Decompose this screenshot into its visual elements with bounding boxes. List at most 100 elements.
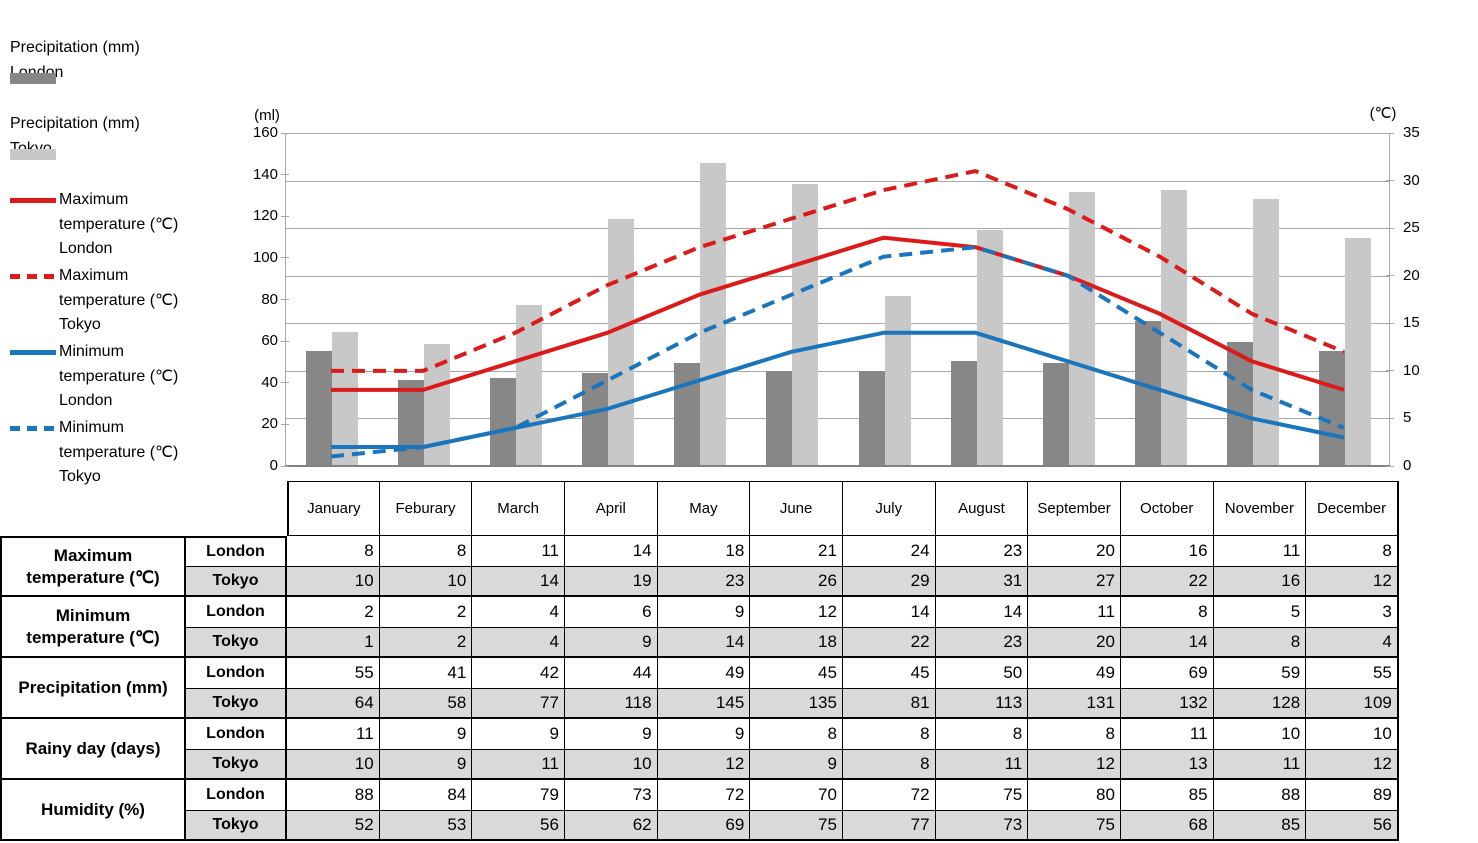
value-cell: 9 bbox=[564, 719, 658, 750]
value-cell: 14 bbox=[842, 597, 936, 628]
line-maximum-temperature-tokyo bbox=[331, 169, 1345, 373]
value-cell: 14 bbox=[564, 536, 658, 567]
legend-label-min-temp-london: Minimum temperature (℃) London bbox=[59, 343, 179, 409]
right-axis-tick bbox=[1386, 180, 1394, 182]
max-temp-london-swatch-icon bbox=[10, 198, 56, 203]
value-cell: 1 bbox=[287, 627, 380, 658]
right-axis-label: 30 bbox=[1403, 171, 1420, 189]
gridline bbox=[285, 418, 1390, 420]
value-cell: 8 bbox=[1120, 597, 1214, 628]
value-cell: 73 bbox=[935, 810, 1029, 841]
value-cell: 11 bbox=[1213, 749, 1307, 780]
legend-item-max-temp-london: Maximum temperature (℃) London bbox=[10, 188, 240, 262]
value-cell: 88 bbox=[287, 780, 380, 811]
city-label-london: London bbox=[186, 719, 287, 750]
value-cell: 77 bbox=[472, 688, 565, 719]
month-header-june: June bbox=[750, 481, 843, 536]
value-cell: 8 bbox=[287, 536, 380, 567]
value-cell: 22 bbox=[1120, 566, 1214, 597]
value-cell: 109 bbox=[1306, 688, 1399, 719]
left-axis-label: 140 bbox=[252, 165, 278, 183]
value-cell: 69 bbox=[657, 810, 751, 841]
row-group-label: Minimum temperature (℃) bbox=[0, 597, 186, 658]
left-axis-title: (ml) bbox=[254, 107, 280, 124]
value-cell: 52 bbox=[287, 810, 380, 841]
plot-area bbox=[281, 132, 1394, 467]
value-cell: 16 bbox=[1120, 536, 1214, 567]
value-cell: 42 bbox=[472, 658, 565, 689]
legend-label-max-temp-tokyo: Maximum temperature (℃) Tokyo bbox=[59, 267, 179, 333]
value-cell: 56 bbox=[1306, 810, 1399, 841]
value-cell: 8 bbox=[935, 719, 1029, 750]
gridline bbox=[285, 180, 1390, 182]
right-axis-label: 15 bbox=[1403, 314, 1420, 332]
legend-label-min-temp-tokyo: Minimum temperature (℃) Tokyo bbox=[59, 419, 179, 485]
value-cell: 9 bbox=[379, 719, 473, 750]
line-minimum-temperature-london bbox=[331, 330, 1345, 449]
max-temp-tokyo-swatch-icon bbox=[10, 274, 56, 279]
value-cell: 10 bbox=[564, 749, 658, 780]
right-axis-label: 35 bbox=[1403, 124, 1420, 141]
value-cell: 20 bbox=[1028, 627, 1121, 658]
value-cell: 26 bbox=[750, 566, 843, 597]
bar-london-august bbox=[950, 360, 977, 465]
value-cell: 2 bbox=[379, 627, 473, 658]
value-cell: 80 bbox=[1028, 780, 1121, 811]
left-axis-label: 0 bbox=[269, 457, 278, 474]
value-cell: 14 bbox=[657, 627, 751, 658]
row-group-label: Maximum temperature (℃) bbox=[0, 536, 186, 597]
value-cell: 75 bbox=[1028, 810, 1121, 841]
value-cell: 9 bbox=[379, 749, 473, 780]
value-cell: 11 bbox=[1028, 597, 1121, 628]
left-axis-label: 80 bbox=[261, 290, 278, 308]
value-cell: 131 bbox=[1028, 688, 1121, 719]
value-cell: 84 bbox=[379, 780, 473, 811]
value-cell: 85 bbox=[1120, 780, 1214, 811]
bar-tokyo-august bbox=[976, 229, 1003, 465]
value-cell: 55 bbox=[1306, 658, 1399, 689]
bar-london-november bbox=[1226, 342, 1253, 465]
value-cell: 21 bbox=[750, 536, 843, 567]
month-header-august: August bbox=[935, 481, 1029, 536]
left-axis-tick bbox=[281, 465, 289, 467]
value-cell: 4 bbox=[472, 627, 565, 658]
bar-tokyo-april bbox=[608, 219, 635, 465]
month-header-april: April bbox=[564, 481, 658, 536]
row-group-label: Precipitation (mm) bbox=[0, 658, 186, 719]
left-axis-label: 120 bbox=[252, 207, 278, 225]
left-axis-tick bbox=[281, 299, 289, 300]
value-cell: 5 bbox=[1213, 597, 1307, 628]
value-cell: 13 bbox=[1120, 749, 1214, 780]
value-cell: 8 bbox=[1213, 627, 1307, 658]
right-axis-tick bbox=[1386, 417, 1394, 419]
value-cell: 14 bbox=[935, 597, 1029, 628]
month-header-september: September bbox=[1028, 481, 1121, 536]
bar-tokyo-january bbox=[332, 331, 358, 465]
month-header-december: December bbox=[1306, 481, 1399, 536]
value-cell: 12 bbox=[657, 749, 751, 780]
value-cell: 62 bbox=[564, 810, 658, 841]
right-axis-tick bbox=[1386, 227, 1394, 229]
value-cell: 9 bbox=[564, 627, 658, 658]
value-cell: 8 bbox=[842, 719, 936, 750]
value-cell: 23 bbox=[657, 566, 751, 597]
value-cell: 45 bbox=[750, 658, 843, 689]
min-temp-london-swatch-icon bbox=[10, 350, 56, 355]
left-axis-tick bbox=[281, 423, 289, 425]
value-cell: 9 bbox=[472, 719, 565, 750]
bar-london-september bbox=[1042, 363, 1069, 465]
value-cell: 69 bbox=[1120, 658, 1214, 689]
city-label-tokyo: Tokyo bbox=[186, 749, 287, 780]
value-cell: 59 bbox=[1213, 658, 1307, 689]
right-axis-tick bbox=[1386, 465, 1394, 467]
line-maximum-temperature-london bbox=[331, 235, 1345, 392]
city-label-london: London bbox=[186, 658, 287, 689]
right-axis-tick bbox=[1386, 370, 1394, 372]
month-header-july: July bbox=[842, 481, 936, 536]
value-cell: 22 bbox=[842, 627, 936, 658]
left-axis-label: 100 bbox=[252, 248, 278, 266]
gridline bbox=[285, 370, 1390, 372]
value-cell: 68 bbox=[1120, 810, 1214, 841]
bar-tokyo-september bbox=[1068, 192, 1095, 465]
